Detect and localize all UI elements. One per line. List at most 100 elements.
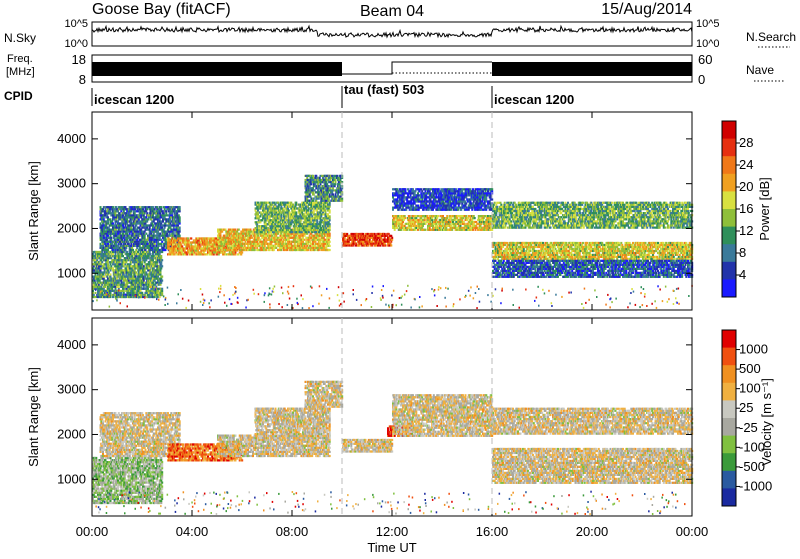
freq-right-tick-top: 60 bbox=[698, 52, 712, 67]
heatmap-cell bbox=[260, 221, 262, 223]
heatmap-cell bbox=[320, 241, 322, 243]
heatmap-cell bbox=[329, 235, 331, 237]
heatmap-cell bbox=[124, 235, 126, 237]
heatmap-cell bbox=[157, 241, 159, 243]
heatmap-cell bbox=[107, 273, 109, 275]
heatmap-cell bbox=[140, 216, 142, 218]
heatmap-cell bbox=[117, 220, 119, 222]
heatmap-cell bbox=[93, 294, 95, 296]
heatmap-cell bbox=[311, 227, 313, 229]
heatmap-cell bbox=[107, 263, 109, 265]
heatmap-cell bbox=[123, 265, 125, 267]
heatmap-cell bbox=[315, 245, 317, 247]
heatmap-cell bbox=[161, 290, 163, 292]
heatmap-cell bbox=[288, 209, 290, 211]
heatmap-cell bbox=[290, 202, 292, 204]
heatmap-cell bbox=[186, 253, 188, 255]
heatmap-cell bbox=[126, 233, 128, 235]
heatmap-cell bbox=[103, 218, 105, 220]
heatmap-cell bbox=[110, 235, 112, 237]
heatmap-cell bbox=[287, 204, 289, 206]
heatmap-cell bbox=[181, 251, 183, 253]
heatmap-cell bbox=[102, 208, 104, 210]
heatmap-cell bbox=[164, 208, 166, 210]
heatmap-cell bbox=[134, 273, 136, 275]
heatmap-cell bbox=[100, 243, 102, 245]
heatmap-cell bbox=[230, 243, 232, 245]
heatmap-cell bbox=[153, 237, 155, 239]
heatmap-cell bbox=[222, 241, 224, 243]
heatmap-cell bbox=[256, 241, 258, 243]
heatmap-cell bbox=[277, 227, 279, 229]
heatmap-cell bbox=[112, 206, 114, 208]
heatmap-cell bbox=[154, 296, 156, 298]
heatmap-cell bbox=[95, 292, 97, 294]
heatmap-cell bbox=[311, 231, 313, 233]
heatmap-cell bbox=[151, 222, 153, 224]
heatmap-cell bbox=[304, 235, 306, 237]
heatmap-cell bbox=[131, 247, 133, 249]
heatmap-cell bbox=[245, 237, 247, 239]
heatmap-cell bbox=[122, 233, 124, 235]
heatmap-cell bbox=[295, 202, 297, 204]
heatmap-cell bbox=[121, 253, 123, 255]
heatmap-cell bbox=[146, 212, 148, 214]
heatmap-cell bbox=[295, 243, 297, 245]
heatmap-cell bbox=[160, 257, 162, 259]
heatmap-cell bbox=[154, 208, 156, 210]
heatmap-cell bbox=[110, 265, 112, 267]
heatmap-cell bbox=[180, 243, 182, 245]
heatmap-cell bbox=[179, 235, 181, 237]
heatmap-cell bbox=[100, 222, 102, 224]
heatmap-cell bbox=[269, 202, 271, 204]
heatmap-cell bbox=[165, 237, 167, 239]
nsky-trace bbox=[92, 26, 692, 37]
heatmap-cell bbox=[313, 209, 315, 211]
heatmap-cell bbox=[122, 224, 124, 226]
heatmap-cell bbox=[323, 237, 325, 239]
heatmap-cell bbox=[318, 249, 320, 251]
heatmap-cell bbox=[125, 249, 127, 251]
heatmap-cell bbox=[107, 216, 109, 218]
heatmap-cell bbox=[208, 245, 210, 247]
heatmap-cell bbox=[145, 249, 147, 251]
heatmap-cell bbox=[181, 245, 183, 247]
heatmap-cell bbox=[137, 237, 139, 239]
heatmap-cell bbox=[146, 220, 148, 222]
heatmap-cell bbox=[132, 224, 134, 226]
heatmap-cell bbox=[245, 241, 247, 243]
heatmap-cell bbox=[302, 241, 304, 243]
heatmap-cell bbox=[175, 241, 177, 243]
heatmap-cell bbox=[130, 237, 132, 239]
heatmap-cell bbox=[329, 241, 331, 243]
heatmap-cell bbox=[102, 273, 104, 275]
beam-title: Beam 04 bbox=[360, 3, 424, 20]
heatmap-cell bbox=[310, 213, 312, 215]
freq-step-line bbox=[342, 62, 492, 74]
heatmap-cell bbox=[100, 263, 102, 265]
heatmap-cell bbox=[273, 249, 275, 251]
heatmap-cell bbox=[144, 237, 146, 239]
heatmap-cell bbox=[131, 255, 133, 257]
freq-left-tick-bottom: 8 bbox=[79, 72, 86, 87]
freq-trace bbox=[92, 62, 692, 76]
heatmap-cell bbox=[263, 229, 265, 231]
heatmap-cell bbox=[130, 210, 132, 212]
heatmap-cell bbox=[145, 210, 147, 212]
heatmap-cell bbox=[105, 224, 107, 226]
heatmap-cell bbox=[188, 243, 190, 245]
heatmap-cell bbox=[270, 206, 272, 208]
heatmap-cell bbox=[173, 231, 175, 233]
heatmap-cell bbox=[309, 235, 311, 237]
heatmap-cell bbox=[161, 241, 163, 243]
heatmap-cell bbox=[290, 223, 292, 225]
heatmap-cell bbox=[283, 207, 285, 209]
heatmap-cell bbox=[161, 251, 163, 253]
heatmap-cell bbox=[153, 220, 155, 222]
heatmap-cell bbox=[146, 208, 148, 210]
heatmap-cell bbox=[283, 223, 285, 225]
heatmap-cell bbox=[111, 220, 113, 222]
heatmap-cell bbox=[290, 229, 292, 231]
heatmap-cell bbox=[170, 227, 172, 229]
heatmap-cell bbox=[106, 214, 108, 216]
